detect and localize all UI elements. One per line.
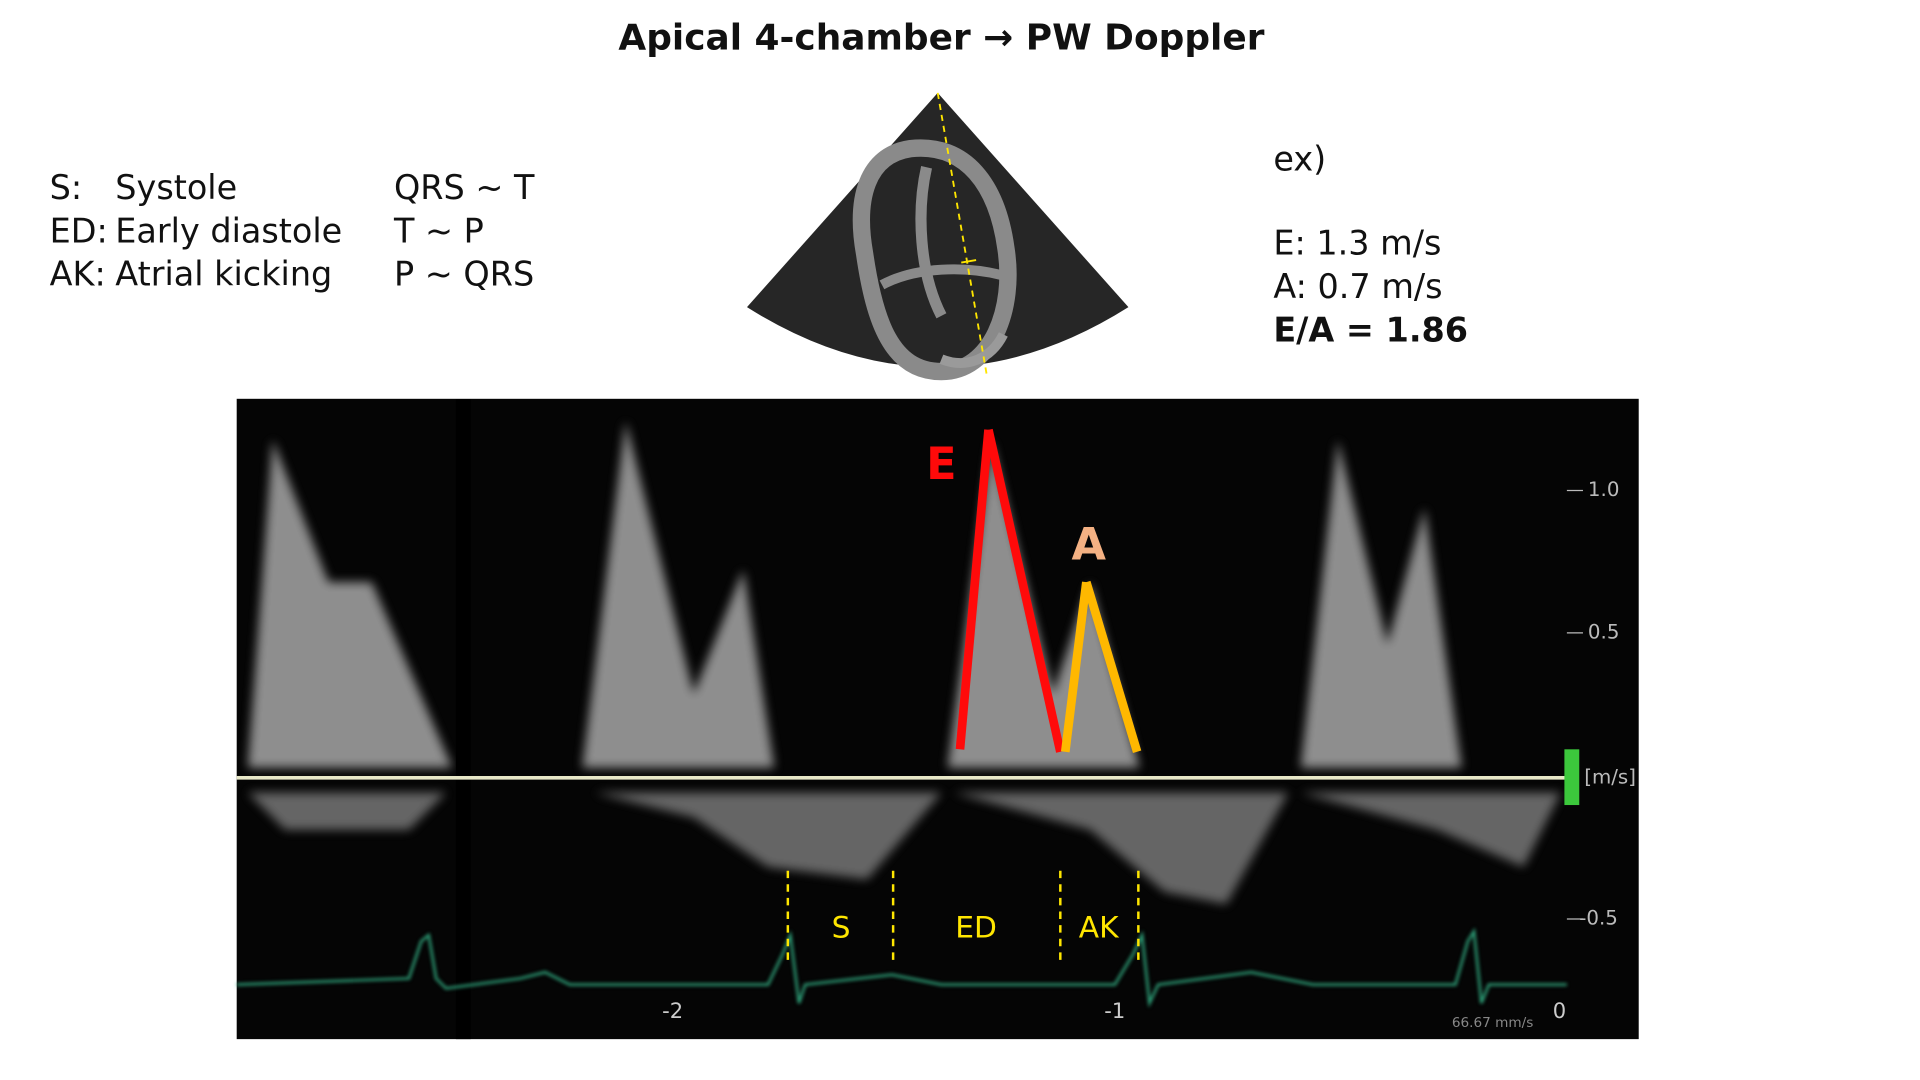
phase-label: AK	[1079, 910, 1120, 945]
phase-dividers	[786, 870, 1140, 964]
flow-negative	[594, 792, 942, 880]
legend-interval: P ~ QRS	[394, 255, 534, 294]
e-wave-down	[984, 428, 1065, 753]
flow-negative	[953, 792, 1289, 905]
legend-term: Systole	[115, 168, 237, 207]
x-axis: -2 -1 0 66.67 mm/s	[662, 998, 1566, 1031]
example-result: E/A = 1.86	[1273, 310, 1468, 349]
legend-interval: T ~ P	[393, 211, 484, 250]
a-label: A	[1072, 518, 1107, 570]
legend-interval: QRS ~ T	[394, 168, 535, 207]
flow-beat	[247, 439, 453, 768]
baseline-marker	[1564, 749, 1580, 806]
legend-abbr: ED:	[50, 211, 108, 250]
legend-abbr: S:	[50, 168, 82, 207]
y-axis: 1.0 0.5 -0.5 [m/s]	[1564, 478, 1636, 929]
flow-beat	[947, 439, 1140, 768]
fan	[746, 92, 1129, 368]
x-tick-label: -1	[1104, 998, 1125, 1023]
septum	[915, 165, 947, 319]
legend: S: Systole QRS ~ T ED: Early diastole T …	[50, 168, 535, 294]
legend-term: Early diastole	[115, 211, 342, 250]
valve-plane	[879, 264, 1003, 290]
legend-abbr: AK:	[50, 255, 106, 294]
y-tick-label: -0.5	[1579, 906, 1618, 929]
atrium-wall	[939, 331, 1008, 368]
echo-fan	[746, 92, 1129, 381]
unit-label: [m/s]	[1584, 765, 1636, 788]
doppler-cursor	[936, 92, 989, 378]
heart-outline	[852, 139, 1017, 381]
sweep-speed: 66.67 mm/s	[1452, 1015, 1533, 1031]
slide-title: Apical 4-chamber → PW Doppler	[618, 18, 1264, 59]
legend-term: Atrial kicking	[115, 255, 332, 294]
sample-gate	[961, 259, 977, 264]
flow-envelopes	[247, 421, 1561, 905]
a-wave-down	[1082, 580, 1142, 754]
e-label: E	[926, 438, 956, 490]
example-line: A: 0.7 m/s	[1273, 267, 1442, 306]
x-tick-label: -2	[662, 998, 683, 1023]
x-tick-label: 0	[1553, 998, 1566, 1023]
doppler-image: E A S ED AK 1.0 0.5 -0.5 [m/s] -2 -1 0 6…	[236, 398, 1639, 1040]
y-tick-label: 0.5	[1588, 620, 1619, 643]
dropout-band	[455, 398, 471, 1040]
example-line: E: 1.3 m/s	[1273, 224, 1441, 263]
ecg-trace	[236, 927, 1567, 1008]
phase-label: S	[832, 910, 851, 945]
flow-negative	[247, 792, 447, 830]
phase-label: ED	[955, 910, 997, 945]
y-tick-label: 1.0	[1588, 478, 1619, 501]
e-wave-up	[955, 429, 993, 750]
flow-beat	[582, 421, 775, 768]
a-wave-up	[1060, 581, 1091, 753]
example-label: ex)	[1273, 140, 1326, 179]
flow-beat	[1300, 439, 1462, 768]
flow-negative	[1300, 792, 1561, 867]
